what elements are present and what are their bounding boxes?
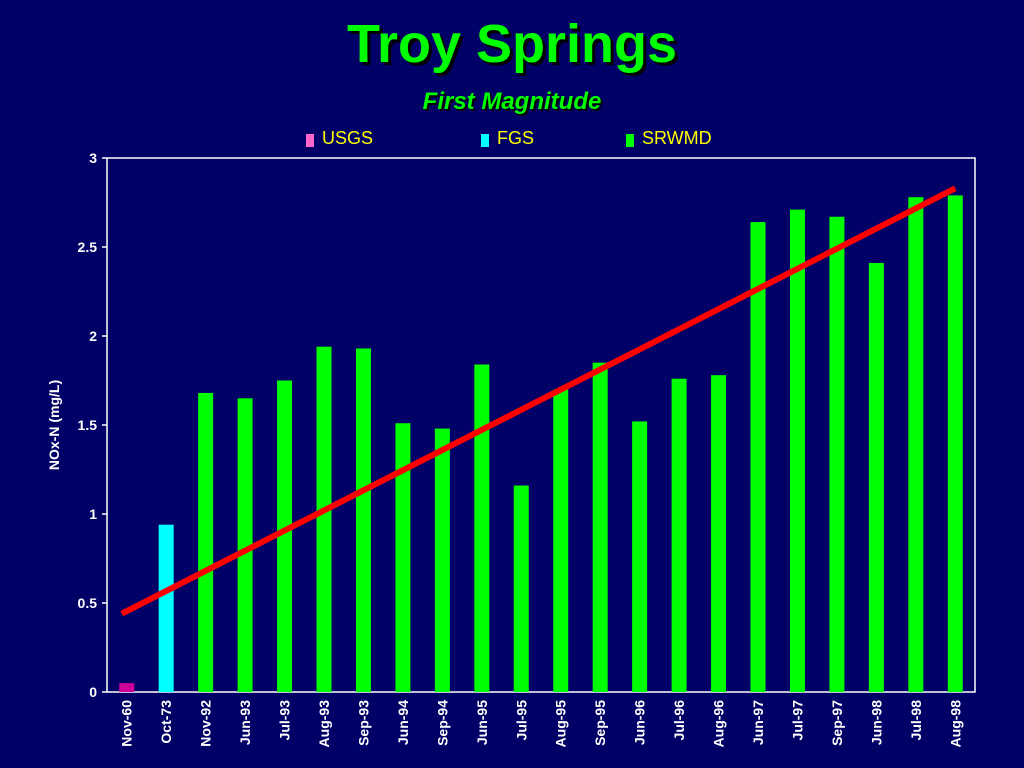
chart-title: Troy Springs — [346, 14, 678, 74]
chart-bars — [119, 195, 963, 693]
chart-subtitle: First Magnitude — [422, 88, 602, 115]
bar-oct-73 — [158, 524, 174, 692]
bar-jun-97 — [750, 222, 766, 692]
x-tick-label: Jun-94 — [395, 700, 411, 745]
x-tick-label: Jun-98 — [868, 700, 884, 745]
x-tick-label: Sep-97 — [829, 700, 845, 746]
x-tick-label: Nov-92 — [198, 700, 214, 747]
bar-sep-97 — [829, 216, 845, 693]
x-tick-label: Jul-93 — [277, 700, 293, 741]
x-tick-label: Aug-98 — [947, 700, 963, 748]
y-tick-label: 3 — [89, 150, 97, 166]
y-axis-label: NOx-N (mg/L) — [46, 380, 62, 470]
x-tick-label: Nov-60 — [119, 700, 135, 747]
trend-line-group — [120, 185, 957, 617]
bar-jun-94 — [395, 423, 411, 692]
y-tick-label: 0.5 — [78, 595, 98, 611]
trend-line — [120, 185, 957, 617]
x-tick-label: Aug-96 — [711, 700, 727, 748]
x-tick-label: Oct-73 — [158, 700, 174, 744]
bar-sep-95 — [592, 362, 608, 692]
x-axis-labels: Nov-60 Oct-73 Nov-92 Jun-93 Jul-93 Aug-93 Sep-… — [119, 700, 964, 748]
bar-nov-60 — [119, 683, 135, 692]
chart-axes: 0 0.5 1 1.5 2 2.5 3 NOx-N (mg/L) — [46, 150, 976, 700]
x-tick-label: Jun-95 — [474, 700, 490, 745]
legend-label-srwmd: SRWMD — [642, 128, 712, 148]
bar-sep-94 — [434, 428, 450, 692]
x-tick-label: Aug-93 — [316, 700, 332, 748]
legend-swatch-usgs — [306, 134, 314, 147]
plot-area-frame — [106, 157, 976, 693]
bar-jun-95 — [474, 364, 490, 692]
bar-sep-93 — [355, 348, 371, 692]
x-tick-label: Jul-98 — [908, 700, 924, 741]
x-tick-label: Sep-93 — [355, 700, 371, 746]
y-tick-label: 2.5 — [78, 239, 98, 255]
bar-aug-96 — [711, 375, 727, 692]
y-tick-label: 1 — [89, 506, 97, 522]
legend-label-usgs: USGS — [322, 128, 373, 148]
y-tick-label: 1.5 — [78, 417, 98, 433]
bar-jul-95 — [513, 485, 529, 692]
bar-jul-93 — [277, 380, 293, 692]
bar-jun-93 — [237, 398, 253, 692]
x-tick-label: Jun-97 — [750, 700, 766, 745]
x-tick-label: Jun-96 — [632, 700, 648, 745]
x-tick-label: Jun-93 — [237, 700, 253, 745]
legend-swatch-fgs — [481, 134, 489, 147]
bar-jul-98 — [908, 197, 924, 692]
chart-legend: USGS FGS SRWMD — [306, 128, 712, 148]
bar-jul-96 — [671, 378, 687, 692]
legend-label-fgs: FGS — [497, 128, 534, 148]
y-tick-label: 2 — [89, 328, 97, 344]
legend-swatch-srwmd — [626, 134, 634, 147]
bar-aug-93 — [316, 346, 332, 692]
x-tick-label: Jul-96 — [671, 700, 687, 741]
bar-aug-98 — [947, 195, 963, 692]
x-tick-label: Aug-95 — [553, 700, 569, 748]
x-tick-label: Sep-95 — [592, 700, 608, 746]
x-tick-label: Jul-95 — [513, 700, 529, 741]
x-tick-label: Jul-97 — [789, 700, 805, 741]
bar-aug-95 — [553, 389, 569, 692]
bar-nov-92 — [198, 392, 214, 692]
y-tick-label: 0 — [89, 684, 97, 700]
bar-jul-97 — [789, 209, 805, 692]
bar-jun-96 — [632, 421, 648, 692]
bar-jun-98 — [868, 263, 884, 692]
x-tick-label: Sep-94 — [434, 700, 450, 746]
